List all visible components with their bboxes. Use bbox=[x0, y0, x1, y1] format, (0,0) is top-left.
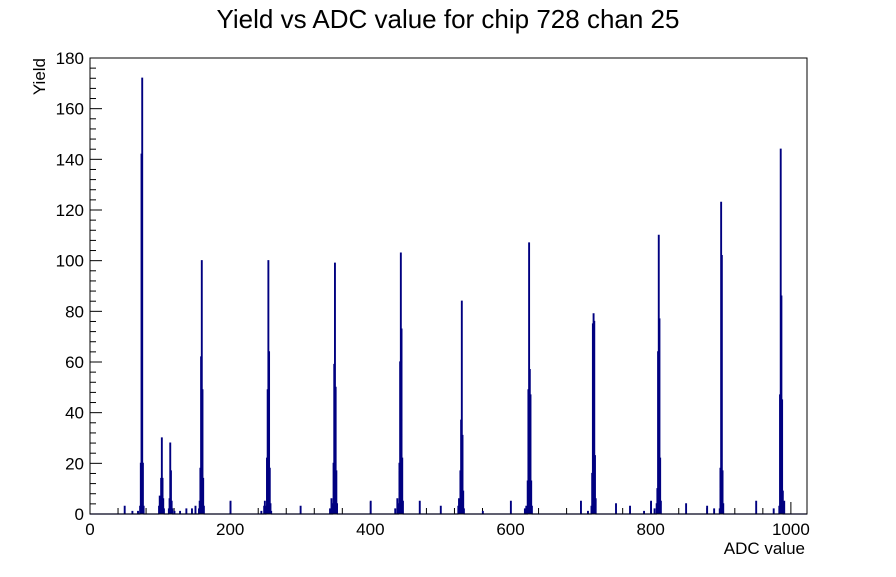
plot-frame bbox=[89, 57, 808, 515]
x-tick-label: 600 bbox=[496, 520, 524, 539]
axes: 0 200 400 600 800 1000 0 20 40 60 80 100 120 140 160 18… bbox=[56, 49, 810, 539]
y-tick-label: 160 bbox=[56, 100, 84, 119]
x-tick-label: 0 bbox=[85, 520, 94, 539]
x-axis-label: ADC value bbox=[724, 539, 805, 558]
x-tick-label: 200 bbox=[216, 520, 244, 539]
y-axis-label: Yield bbox=[30, 58, 49, 95]
x-tick-label: 800 bbox=[637, 520, 665, 539]
chart-title: Yield vs ADC value for chip 728 chan 25 bbox=[217, 4, 680, 34]
x-tick-label: 1000 bbox=[772, 520, 810, 539]
y-tick-label: 40 bbox=[65, 404, 84, 423]
y-tick-label: 100 bbox=[56, 252, 84, 271]
y-tick-label: 20 bbox=[65, 454, 84, 473]
y-tick-label: 0 bbox=[75, 505, 84, 524]
y-tick-label: 80 bbox=[65, 302, 84, 321]
x-tick-label: 400 bbox=[356, 520, 384, 539]
y-tick-label: 140 bbox=[56, 150, 84, 169]
y-tick-label: 180 bbox=[56, 49, 84, 68]
y-tick-label: 60 bbox=[65, 353, 84, 372]
y-tick-label: 120 bbox=[56, 201, 84, 220]
histogram-series-line bbox=[90, 77, 807, 515]
